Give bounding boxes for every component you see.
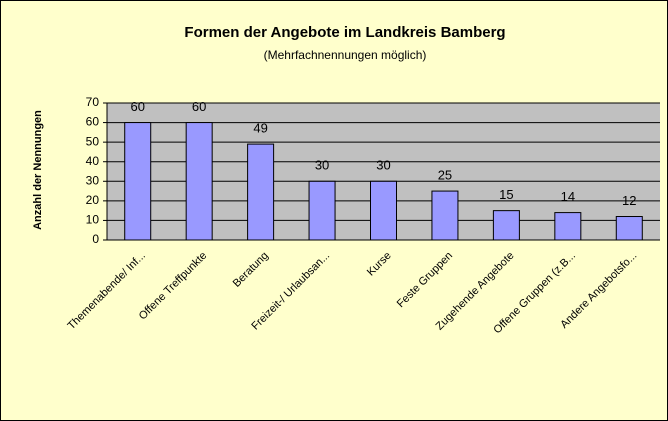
y-tick-label: 40 <box>86 154 100 168</box>
data-label: 25 <box>438 168 452 183</box>
y-tick-label: 70 <box>86 95 100 109</box>
data-label: 12 <box>622 193 636 208</box>
bar <box>124 122 152 241</box>
y-tick-label: 60 <box>86 115 100 129</box>
data-label: 30 <box>315 158 329 173</box>
data-label: 49 <box>253 121 267 136</box>
bar <box>370 180 397 241</box>
chart-title: Formen der Angebote im Landkreis Bamberg <box>184 24 505 41</box>
bar <box>185 122 213 241</box>
y-tick-label: 50 <box>86 134 100 148</box>
bar <box>492 210 520 241</box>
chart-subtitle: (Mehrfachnennungen möglich) <box>264 48 427 62</box>
bar <box>431 190 459 241</box>
y-tick-label: 20 <box>86 193 100 207</box>
y-tick-label: 10 <box>86 213 100 227</box>
data-label: 15 <box>499 187 513 202</box>
y-axis-label: Anzahl der Nennungen <box>32 110 44 230</box>
data-label: 60 <box>192 99 206 114</box>
data-label: 14 <box>561 189 575 204</box>
y-tick-label: 0 <box>92 232 99 246</box>
bar <box>247 143 275 241</box>
bar <box>308 180 336 241</box>
y-tick-label: 30 <box>86 173 100 187</box>
data-label: 60 <box>130 99 144 114</box>
bar <box>554 212 582 241</box>
data-label: 30 <box>376 158 390 173</box>
bar <box>615 216 643 241</box>
